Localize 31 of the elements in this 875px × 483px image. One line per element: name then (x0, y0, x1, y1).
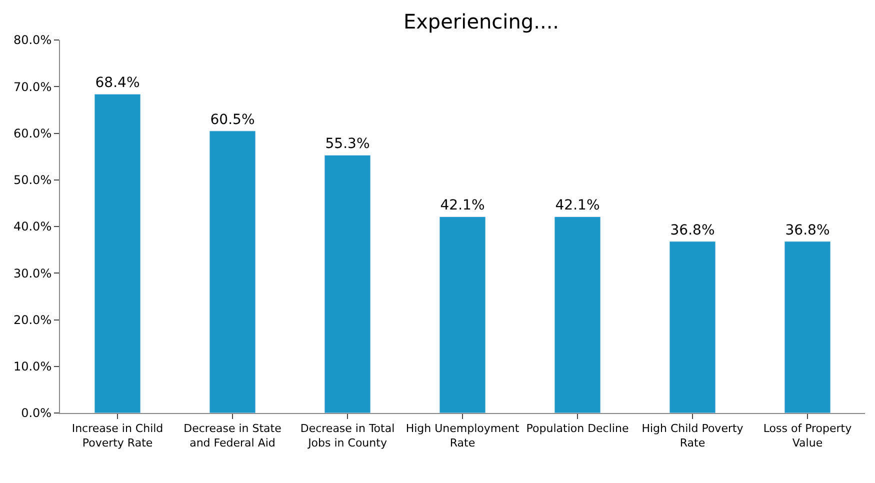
y-tick-label: 70.0% (13, 80, 52, 94)
data-label: 36.8% (670, 222, 715, 238)
bar (554, 216, 601, 413)
y-tick-label: 60.0% (13, 126, 52, 140)
data-label: 42.1% (440, 198, 485, 214)
x-tick-label: High Child Poverty Rate (642, 422, 744, 450)
data-label: 60.5% (210, 112, 255, 128)
y-tick-label: 50.0% (13, 173, 52, 188)
bar (669, 241, 716, 413)
bar (439, 216, 486, 413)
data-label: 42.1% (555, 198, 600, 214)
x-tick-label: Decrease in Total Jobs in County (300, 422, 395, 450)
y-tick-label: 30.0% (13, 266, 52, 280)
bar (784, 241, 831, 413)
x-tick-label: High Unemployment Rate (406, 422, 520, 450)
x-tick-label: Loss of Property Value (763, 422, 852, 450)
bar (94, 94, 141, 413)
data-label: 68.4% (95, 75, 140, 92)
bar (324, 154, 371, 413)
x-tick-label: Population Decline (526, 422, 629, 436)
bar (209, 130, 256, 413)
y-tick-label: 20.0% (13, 312, 52, 327)
y-tick-label: 80.0% (13, 33, 52, 48)
data-label: 36.8% (785, 222, 830, 238)
y-tick-label: 40.0% (13, 220, 52, 234)
data-label: 55.3% (325, 136, 370, 152)
y-tick-label: 0.0% (21, 406, 52, 420)
x-tick-label: Decrease in State and Federal Aid (184, 422, 282, 450)
x-tick-label: Increase in Child Poverty Rate (72, 422, 164, 450)
y-tick-label: 10.0% (13, 360, 52, 374)
chart-title: Experiencing.... (403, 9, 560, 34)
